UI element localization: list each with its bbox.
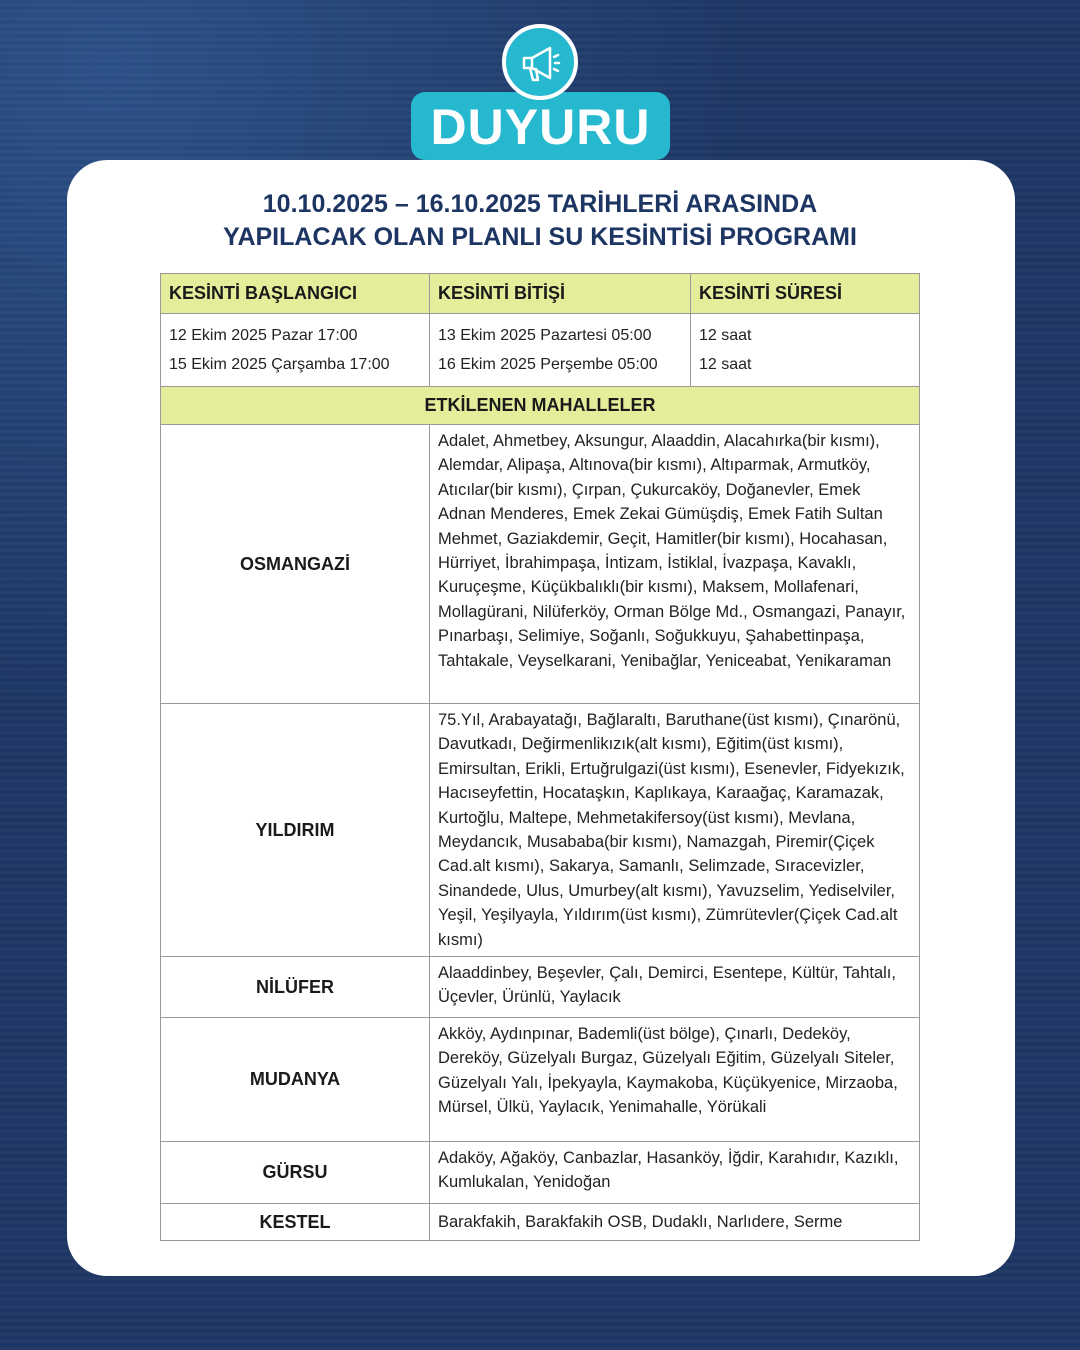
table-header-row: KESİNTİ BAŞLANGICI KESİNTİ BİTİŞİ KESİNT… [160,273,920,314]
district-name: OSMANGAZİ [160,424,430,704]
district-neighborhoods: 75.Yıl, Arabayatağı, Bağlaraltı, Barutha… [429,702,920,958]
district-neighborhoods: Adalet, Ahmetbey, Aksungur, Alaaddin, Al… [429,424,920,704]
table-row: 12 Ekim 2025 Pazar 17:00 15 Ekim 2025 Çar… [160,313,920,387]
affected-header: ETKİLENEN MAHALLELER [160,386,920,425]
outage-table: KESİNTİ BAŞLANGICI KESİNTİ BİTİŞİ KESİNT… [160,273,920,1242]
megaphone-icon [502,24,578,100]
district-neighborhoods: Barakfakih, Barakfakih OSB, Dudaklı, Nar… [429,1203,920,1242]
end-cell: 13 Ekim 2025 Pazartesi 05:00 16 Ekim 2025… [429,313,691,387]
start-cell: 12 Ekim 2025 Pazar 17:00 15 Ekim 2025 Çar… [160,313,430,387]
district-name: KESTEL [160,1203,430,1242]
affected-header-row: ETKİLENEN MAHALLELER [160,386,920,425]
page-title: 10.10.2025 – 16.10.2025 TARİHLERİ ARASIN… [0,188,1080,254]
district-neighborhoods: Alaaddinbey, Beşevler, Çalı, Demirci, Es… [429,956,920,1019]
duyuru-badge: DUYURU [411,92,670,160]
title-line-1: 10.10.2025 – 16.10.2025 TARİHLERİ ARASIN… [262,190,818,218]
district-neighborhoods: Akköy, Aydınpınar, Bademli(üst bölge), Ç… [429,1017,920,1143]
district-row: OSMANGAZİ Adalet, Ahmetbey, Aksungur, Ala… [160,424,920,704]
duration-2: 12 saat [699,356,752,373]
duration-cell: 12 saat 12 saat [690,313,920,387]
start-2: 15 Ekim 2025 Çarşamba 17:00 [169,356,390,373]
district-name: MUDANYA [160,1017,430,1143]
duration-1: 12 saat [699,327,752,344]
header-end: KESİNTİ BİTİŞİ [429,273,691,314]
start-1: 12 Ekim 2025 Pazar 17:00 [169,327,358,344]
district-name: YILDIRIM [160,702,430,958]
header-duration: KESİNTİ SÜRESİ [690,273,920,314]
district-row: NİLÜFER Alaaddinbey, Beşevler, Çalı, Demi… [160,956,920,1019]
district-neighborhoods: Adaköy, Ağaköy, Canbazlar, Hasanköy, İğd… [429,1141,920,1205]
district-row: GÜRSU Adaköy, Ağaköy, Canbazlar, Hasanköy… [160,1141,920,1205]
header-start: KESİNTİ BAŞLANGICI [160,273,430,314]
end-1: 13 Ekim 2025 Pazartesi 05:00 [438,327,652,344]
end-2: 16 Ekim 2025 Perşembe 05:00 [438,356,658,373]
district-row: YILDIRIM 75.Yıl, Arabayatağı, Bağlaraltı,… [160,702,920,958]
district-row: MUDANYA Akköy, Aydınpınar, Bademli(üst bö… [160,1017,920,1143]
district-name: NİLÜFER [160,956,430,1019]
district-name: GÜRSU [160,1141,430,1205]
district-row: KESTEL Barakfakih, Barakfakih OSB, Dudakl… [160,1203,920,1242]
title-line-2: YAPILACAK OLAN PLANLI SU KESİNTİSİ PROGR… [223,223,857,251]
